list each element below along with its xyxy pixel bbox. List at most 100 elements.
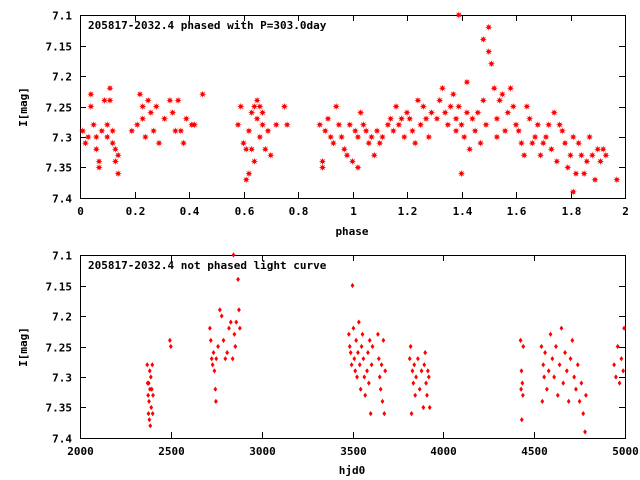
data-point [358, 386, 363, 392]
data-point [425, 368, 430, 374]
data-point [411, 139, 419, 147]
data-point [92, 145, 100, 153]
data-point [145, 362, 150, 368]
data-point [361, 356, 366, 362]
y-tick-label: 7.1 [52, 250, 72, 263]
data-point [403, 109, 411, 117]
data-point [416, 356, 420, 362]
data-point [366, 350, 370, 356]
data-point [579, 380, 584, 386]
data-point [588, 151, 596, 159]
data-point [149, 404, 154, 411]
data-point [346, 121, 354, 129]
data-point [357, 362, 362, 368]
data-point [557, 362, 562, 368]
data-point [250, 157, 258, 165]
data-point [261, 145, 269, 153]
x-tick-label: 0.6 [235, 205, 255, 218]
data-point [351, 325, 356, 331]
data-point [227, 325, 231, 331]
data-point [318, 157, 327, 165]
data-point [493, 133, 501, 141]
y-tick-label: 7.35 [46, 162, 73, 175]
x-tick-label: 1.8 [562, 205, 582, 218]
data-point [528, 139, 536, 147]
data-point [223, 356, 228, 362]
axis-ticks [80, 255, 626, 439]
x-tick-label: 3500 [340, 445, 367, 458]
data-point [419, 102, 427, 111]
data-point [144, 96, 152, 104]
data-point [179, 139, 188, 147]
data-point [512, 121, 520, 129]
data-point [556, 121, 564, 129]
data-point [574, 386, 578, 392]
data-point [384, 121, 392, 129]
data-point [327, 133, 335, 141]
x-axis-label: phase [335, 225, 368, 238]
data-point [539, 343, 544, 350]
data-point [581, 411, 586, 417]
phased-light-curve-panel: 0 0.2 0.4 0.6 0.8 1 1.2 1.4 1.6 1.8 2 7.1 7.15 7.2 7.2… [17, 10, 629, 239]
data-point [233, 343, 238, 350]
data-point [248, 145, 256, 153]
data-point [356, 319, 361, 325]
data-point [208, 337, 213, 343]
x-tick-label: 0.4 [180, 205, 200, 218]
data-point [410, 368, 415, 374]
data-point [521, 392, 525, 398]
data-point [447, 102, 455, 111]
data-point [542, 374, 547, 380]
data-point [541, 362, 546, 368]
data-point [569, 133, 577, 141]
data-point [211, 350, 216, 356]
data-point [383, 368, 388, 374]
data-point [321, 127, 329, 135]
data-point [378, 133, 387, 141]
data-point [213, 398, 218, 404]
data-point [534, 121, 542, 129]
data-point [228, 319, 233, 325]
data-point [109, 139, 117, 147]
data-point [111, 157, 120, 165]
x-tick-label: 4000 [430, 445, 457, 458]
data-point [382, 411, 387, 417]
data-point [452, 115, 460, 123]
data-point [338, 133, 346, 141]
plot-frame [80, 255, 626, 439]
data-point [253, 96, 261, 104]
data-point [348, 157, 357, 165]
data-point [599, 145, 607, 153]
data-point [519, 417, 524, 423]
data-point [362, 374, 367, 380]
data-point [207, 325, 212, 331]
data-point [149, 127, 158, 135]
data-point [267, 151, 275, 159]
data-point [531, 133, 539, 141]
data-point [147, 109, 155, 117]
data-point [570, 337, 575, 343]
data-point [566, 398, 571, 404]
data-point [128, 127, 136, 135]
data-point [545, 121, 553, 129]
unphased-light-curve-panel: 2000 2500 3000 3500 4000 4500 5000 7.1 7.15 7.2 7.… [17, 250, 639, 478]
x-tick-label: 0.8 [289, 205, 309, 218]
data-point [520, 380, 525, 386]
data-point [580, 170, 588, 178]
data-point [594, 145, 602, 153]
data-point [414, 374, 418, 380]
data-point [615, 343, 620, 350]
data-point [400, 133, 408, 141]
data-point [411, 380, 416, 386]
data-point [370, 343, 375, 350]
y-tick-label: 7.4 [52, 193, 72, 206]
data-point [521, 343, 526, 350]
data-point [490, 84, 498, 92]
data-point [87, 90, 95, 98]
data-point [520, 151, 528, 159]
data-point [553, 157, 561, 165]
data-point [253, 115, 261, 123]
data-point [583, 157, 591, 165]
data-point [146, 380, 151, 386]
data-point [408, 127, 417, 135]
